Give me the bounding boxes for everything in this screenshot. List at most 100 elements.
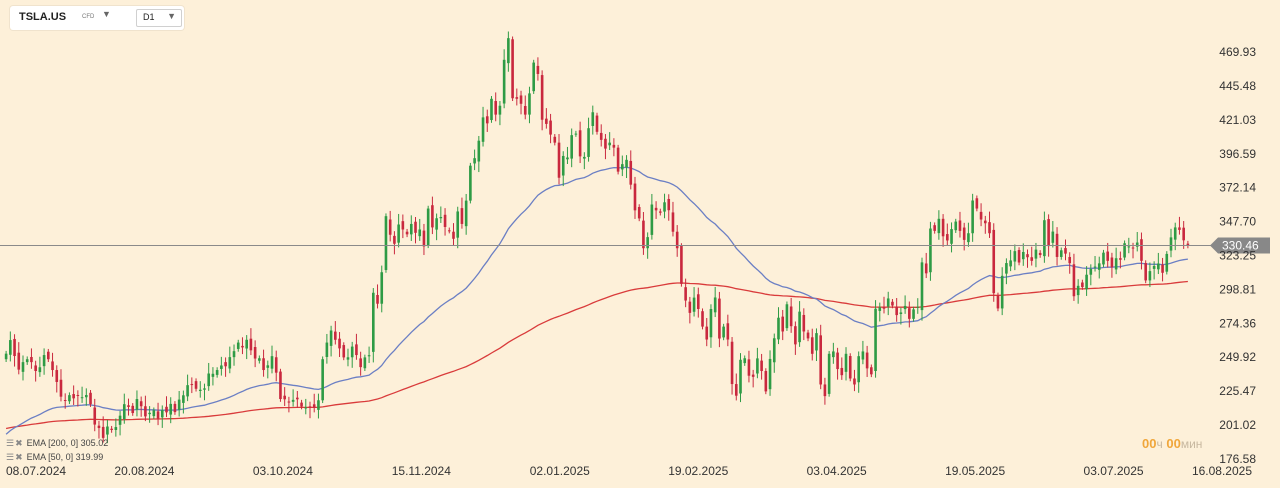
candle (608, 132, 611, 150)
candle (511, 36, 514, 102)
candle (481, 106, 485, 147)
candle-body (1009, 260, 1012, 267)
candle-body (874, 308, 877, 372)
candle (363, 354, 367, 372)
candle-body (599, 132, 603, 140)
candle (47, 348, 50, 362)
candle (768, 350, 772, 396)
candle (384, 213, 388, 273)
y-tick-label: 298.81 (1219, 282, 1256, 296)
candle-body (684, 287, 687, 301)
ema-200-layer (5, 280, 1188, 430)
candle (933, 222, 936, 234)
candle-body (950, 229, 953, 244)
candle-body (47, 351, 50, 360)
candle (490, 96, 493, 123)
candle-body (1085, 274, 1088, 290)
candle (42, 348, 46, 375)
candle (371, 288, 375, 363)
candle-body (426, 208, 430, 246)
candle-body (671, 212, 675, 232)
candle-body (296, 397, 299, 400)
candle-body (971, 200, 974, 234)
candle-body (954, 221, 958, 231)
candle (156, 402, 160, 426)
candle-body (882, 307, 886, 309)
candle (739, 353, 742, 403)
candle (1152, 261, 1156, 280)
candle (844, 347, 848, 381)
candle-body (1038, 252, 1042, 256)
candle (1169, 228, 1173, 258)
candle-body (857, 356, 860, 383)
candle (4, 350, 8, 362)
candle (401, 214, 405, 239)
candle-body (760, 360, 763, 372)
candle-body (840, 367, 844, 376)
candle-body (300, 402, 303, 407)
candle (908, 301, 911, 328)
candle (464, 193, 468, 235)
timeframe-select[interactable]: D1 ▼ (136, 9, 182, 27)
candle-body (878, 307, 882, 311)
candle (1093, 255, 1097, 272)
candle (823, 377, 827, 405)
close-icon[interactable]: ✖ (15, 438, 23, 448)
symbol-dropdown-icon[interactable]: ▼ (102, 9, 111, 19)
list-icon[interactable]: ☰ (6, 438, 15, 448)
candle (169, 397, 173, 424)
candle (578, 121, 582, 164)
candle-body (865, 352, 869, 369)
candle-body (51, 361, 54, 371)
candle-body (718, 298, 721, 339)
candle-body (190, 384, 194, 386)
candle-body (17, 352, 21, 370)
candle (312, 393, 316, 413)
candle-body (177, 399, 181, 410)
candle-body (169, 403, 173, 415)
candle-body (996, 295, 1000, 309)
legend-value: 305.02 (80, 438, 109, 448)
candle-body (253, 347, 257, 359)
close-icon[interactable]: ✖ (15, 452, 23, 462)
candle-body (42, 355, 46, 367)
candle (329, 325, 333, 357)
x-tick-label: 19.05.2025 (945, 464, 1005, 478)
candle-body (68, 395, 71, 402)
candle (405, 228, 409, 238)
candle (498, 101, 502, 126)
y-tick-label: 396.59 (1219, 147, 1256, 161)
candle-body (152, 410, 156, 417)
y-tick-label: 469.93 (1219, 45, 1256, 59)
candle-body (853, 378, 856, 385)
symbol-label[interactable]: TSLA.US (19, 11, 67, 23)
candle-body (228, 357, 232, 369)
x-tick-label: 16.08.2025 (1192, 464, 1252, 478)
candle-body (616, 147, 620, 172)
list-icon[interactable]: ☰ (6, 452, 15, 462)
candle-body (1017, 250, 1021, 263)
candle (266, 360, 270, 379)
candle (971, 193, 974, 242)
candle-body (1005, 263, 1008, 274)
candle-body (1068, 256, 1072, 264)
candle (9, 331, 12, 362)
candle (886, 291, 890, 316)
candle (836, 347, 839, 380)
candle (359, 351, 362, 376)
candle (317, 393, 320, 419)
candle (388, 210, 392, 242)
candle (979, 203, 983, 227)
candle (675, 225, 679, 257)
candle (810, 328, 814, 361)
candle-body (1000, 275, 1004, 309)
candle (637, 204, 641, 222)
candle (68, 392, 71, 405)
candle-body (756, 358, 759, 374)
candle (756, 347, 759, 379)
candle (899, 307, 903, 325)
candle-body (806, 332, 810, 339)
candle (55, 365, 59, 393)
candle-body (1127, 246, 1131, 248)
